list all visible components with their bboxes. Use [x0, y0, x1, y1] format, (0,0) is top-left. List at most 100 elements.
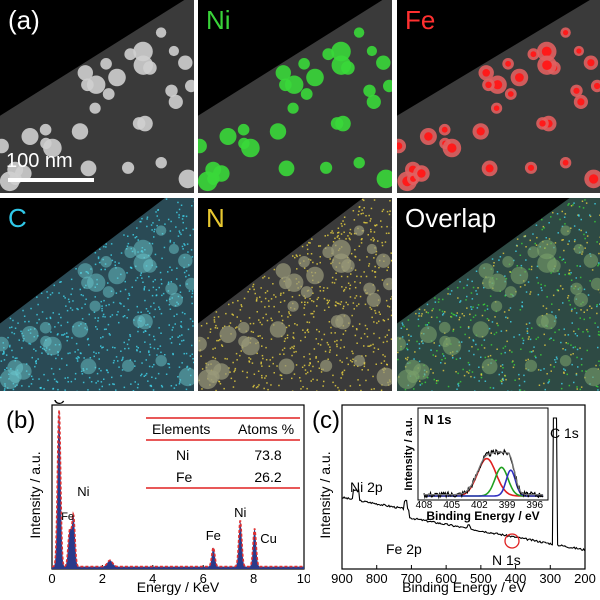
element-signal-dot	[577, 214, 579, 216]
element-signal-dot	[264, 306, 266, 308]
element-signal-dot	[390, 338, 392, 340]
element-signal-dot	[102, 315, 104, 318]
element-signal-dot	[529, 239, 531, 242]
element-signal-dot	[459, 380, 462, 383]
nanoparticle	[353, 27, 365, 38]
element-signal-dot	[88, 313, 90, 316]
element-signal-dot	[7, 336, 9, 339]
element-signal-dot	[235, 352, 238, 355]
element-signal-dot	[281, 378, 283, 380]
element-signal-dot	[330, 262, 332, 265]
element-signal-dot	[71, 288, 74, 290]
element-signal-dot	[438, 344, 441, 347]
element-signal-dot	[349, 359, 352, 362]
element-signal-dot	[178, 208, 181, 211]
element-signal-dot	[123, 386, 126, 389]
element-signal-dot	[597, 385, 599, 388]
element-signal-dot	[310, 380, 312, 382]
element-signal-dot	[468, 336, 471, 339]
annotation-ni2p: Ni 2p	[350, 479, 383, 495]
element-signal-dot	[153, 363, 155, 366]
element-signal-dot	[281, 349, 284, 351]
element-signal-dot	[89, 357, 92, 359]
element-signal-dot	[548, 338, 551, 340]
nanoparticle	[198, 138, 207, 154]
n-map-tile: N	[198, 198, 392, 391]
element-signal-dot	[64, 377, 66, 379]
element-signal-dot	[521, 242, 523, 245]
element-signal-dot	[477, 348, 479, 351]
element-signal-dot	[261, 377, 263, 379]
element-signal-dot	[143, 375, 145, 377]
element-signal-dot	[332, 381, 334, 384]
nanoparticle	[237, 123, 250, 136]
overlap-map-tile: Overlap	[397, 198, 600, 391]
nanoparticle	[560, 225, 571, 236]
element-signal-dot	[459, 316, 461, 319]
nanoparticle	[504, 286, 517, 298]
element-signal-dot	[363, 365, 366, 368]
element-signal-dot	[343, 369, 346, 372]
element-signal-dot	[139, 274, 142, 276]
element-signal-dot	[470, 319, 472, 321]
element-signal-dot	[144, 299, 146, 302]
element-signal-dot	[548, 222, 550, 224]
element-signal-dot	[234, 367, 237, 370]
nanoparticle	[330, 117, 344, 130]
element-signal-dot	[180, 326, 183, 328]
element-signal-dot	[234, 380, 236, 382]
element-signal-dot	[346, 357, 348, 359]
element-signal-dot	[348, 237, 351, 240]
element-signal-dot	[255, 300, 258, 302]
element-signal-dot	[68, 301, 71, 303]
element-signal-dot	[104, 316, 106, 318]
element-signal-dot	[279, 353, 281, 355]
element-signal-dot	[176, 278, 178, 280]
element-signal-dot	[568, 203, 570, 205]
element-signal-dot	[97, 317, 100, 319]
element-signal-dot	[519, 389, 522, 391]
element-signal-dot	[432, 308, 434, 310]
element-signal-dot	[554, 331, 556, 334]
element-signal-dot	[260, 287, 262, 289]
element-signal-dot	[388, 232, 390, 234]
element-signal-dot	[155, 289, 158, 291]
element-signal-dot	[262, 317, 264, 319]
element-signal-dot	[519, 286, 522, 288]
element-signal-dot	[489, 386, 492, 389]
element-signal-dot	[316, 390, 318, 391]
element-signal-dot	[285, 326, 288, 329]
element-signal-dot	[144, 374, 147, 377]
element-signal-dot	[343, 231, 345, 233]
element-signal-dot	[272, 362, 274, 365]
element-signal-dot	[100, 268, 102, 271]
element-signal-dot	[518, 389, 521, 391]
element-signal-dot	[570, 205, 573, 207]
element-signal-dot	[52, 312, 54, 314]
element-signal-dot	[321, 338, 323, 341]
element-signal-dot	[157, 209, 159, 211]
element-signal-dot	[270, 317, 272, 320]
element-signal-dot	[457, 382, 460, 385]
element-signal-dot	[74, 372, 77, 375]
element-signal-dot	[126, 343, 129, 346]
element-signal-dot	[486, 318, 489, 320]
element-signal-dot	[166, 299, 168, 302]
nanoparticle	[376, 367, 392, 387]
element-signal-dot	[535, 244, 538, 246]
element-signal-dot	[569, 304, 571, 306]
element-signal-dot	[175, 384, 177, 386]
element-signal-dot	[113, 359, 115, 362]
element-signal-dot	[487, 355, 490, 358]
element-signal-dot	[316, 263, 318, 265]
element-signal-dot	[66, 364, 68, 366]
element-signal-dot	[49, 293, 52, 296]
element-signal-dot	[217, 339, 220, 342]
element-signal-dot	[466, 295, 468, 298]
element-signal-dot	[187, 328, 190, 331]
element-signal-dot	[401, 336, 404, 338]
element-signal-dot	[291, 390, 294, 391]
element-signal-dot	[261, 345, 263, 347]
element-signal-dot	[460, 341, 463, 343]
element-signal-dot	[363, 207, 365, 209]
